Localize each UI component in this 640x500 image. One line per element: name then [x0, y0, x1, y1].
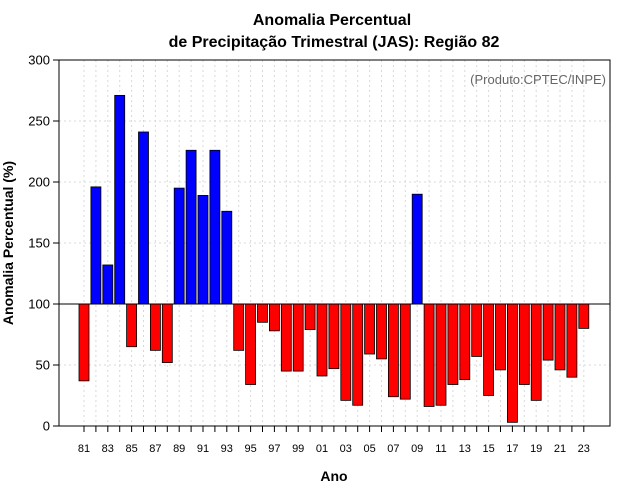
- bar-86: [138, 131, 149, 305]
- x-tick-label: 21: [554, 443, 566, 455]
- x-tick-label: 03: [340, 443, 352, 455]
- bar-15: [483, 303, 495, 396]
- x-tick-label: 89: [173, 443, 185, 455]
- bar-00: [304, 303, 316, 331]
- bar-05: [364, 303, 376, 355]
- bar-23: [578, 303, 590, 329]
- bar-14: [471, 303, 483, 357]
- source-note: (Produto:CPTEC/INPE): [470, 72, 606, 87]
- bar-85: [126, 303, 137, 348]
- bar-02: [328, 303, 340, 370]
- bar-13: [459, 303, 471, 381]
- x-tick-label: 99: [292, 443, 304, 455]
- bar-90: [185, 149, 197, 305]
- chart-title-line2: de Precipitação Trimestral (JAS): Região…: [169, 34, 500, 51]
- bar-99: [292, 303, 304, 372]
- y-tick-label: 0: [43, 419, 50, 434]
- bar-18: [518, 303, 530, 385]
- bar-20: [542, 303, 554, 361]
- bar-97: [268, 303, 280, 332]
- bar-95: [245, 303, 257, 385]
- y-tick-label: 100: [28, 297, 50, 312]
- x-tick-label: 81: [78, 443, 90, 455]
- y-tick-label: 250: [28, 114, 50, 129]
- bar-19: [530, 303, 542, 401]
- bar-17: [506, 303, 518, 423]
- x-tick-label: 11: [435, 443, 446, 455]
- x-tick-label: 17: [506, 443, 518, 455]
- bar-11: [435, 303, 447, 406]
- y-tick-label: 300: [28, 53, 50, 68]
- bar-16: [495, 303, 506, 371]
- bar-82: [90, 186, 102, 305]
- x-tick-label: 87: [149, 443, 161, 455]
- bar-21: [554, 303, 566, 371]
- bar-07: [387, 303, 399, 398]
- x-tick-label: 97: [268, 443, 280, 455]
- bar-06: [376, 303, 387, 360]
- bar-96: [257, 303, 268, 323]
- y-axis-label: Anomalia Percentual (%): [0, 161, 16, 325]
- bar-09: [411, 193, 423, 305]
- y-axis: 0 50 100 150 200 250 300: [28, 53, 59, 434]
- x-tick-label: 19: [530, 443, 542, 455]
- bar-03: [340, 303, 352, 401]
- bar-08: [399, 303, 411, 400]
- x-tick-label: 15: [482, 443, 494, 455]
- x-axis: 81 83 85 87 89 91 93 95 97 99 01 03 05 07 09 11 13 15 17 19…: [78, 426, 590, 455]
- x-tick-label: 09: [411, 443, 423, 455]
- bar-04: [352, 303, 364, 406]
- bar-89: [173, 187, 185, 305]
- bar-94: [233, 303, 245, 351]
- bar-92: [209, 149, 221, 305]
- bar-93: [221, 210, 233, 305]
- y-tick-label: 50: [36, 358, 50, 373]
- x-tick-label: 91: [197, 443, 209, 455]
- x-tick-label: 83: [102, 443, 114, 455]
- bar-91: [197, 195, 209, 305]
- y-tick-label: 200: [28, 175, 50, 190]
- bar-83: [102, 264, 114, 305]
- bar-22: [566, 303, 578, 378]
- y-tick-label: 150: [28, 236, 50, 251]
- bar-84: [114, 94, 126, 305]
- bar-98: [280, 303, 292, 372]
- chart-title-line1: Anomalia Percentual: [253, 12, 411, 29]
- x-tick-label: 01: [316, 443, 328, 455]
- bar-01: [316, 303, 328, 377]
- x-tick-label: 85: [125, 443, 137, 455]
- bar-12: [447, 303, 459, 385]
- bar-88: [161, 303, 173, 363]
- x-tick-label: 13: [459, 443, 471, 455]
- bar-81: [78, 303, 90, 382]
- x-tick-label: 07: [387, 443, 399, 455]
- x-tick-label: 93: [221, 443, 233, 455]
- x-tick-label: 05: [363, 443, 375, 455]
- bar-87: [149, 303, 161, 351]
- x-tick-label: 95: [244, 443, 256, 455]
- bars: [78, 94, 590, 423]
- bar-10: [423, 303, 435, 407]
- x-tick-label: 23: [578, 443, 590, 455]
- x-axis-label: Ano: [320, 468, 347, 484]
